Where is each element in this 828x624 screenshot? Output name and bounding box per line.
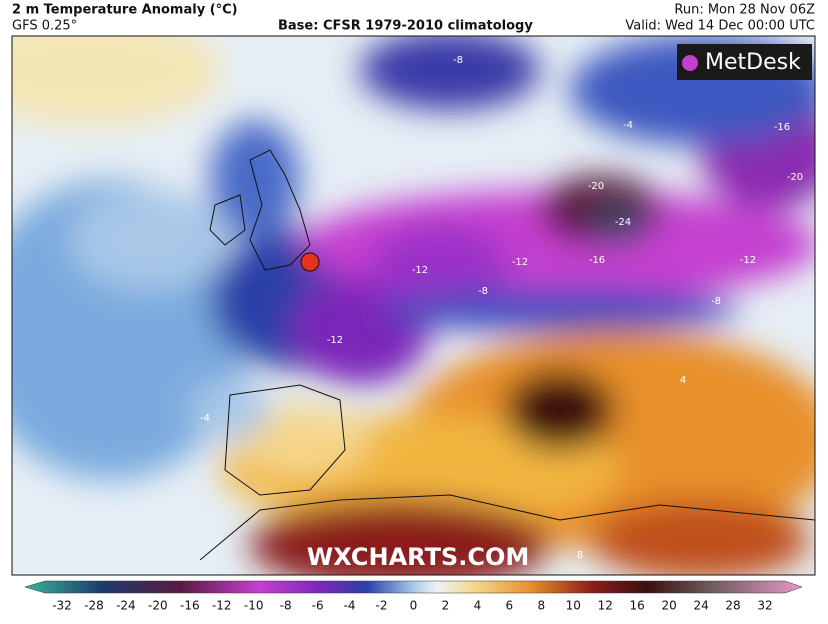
colorbar-label: -4 xyxy=(344,599,356,613)
contour-label: -16 xyxy=(589,255,605,266)
base: Base: CFSR 1979-2010 climatology xyxy=(278,19,533,34)
contour-label: -20 xyxy=(588,181,604,192)
map-frame xyxy=(11,35,816,576)
colorbar-label: 6 xyxy=(506,599,514,613)
colorbar-label: 12 xyxy=(598,599,613,613)
colorbar-label: 16 xyxy=(630,599,645,613)
contour-label: -8 xyxy=(478,286,488,297)
colorbar-label: 4 xyxy=(474,599,482,613)
run: Run: Mon 28 Nov 06Z xyxy=(674,3,815,18)
location-marker xyxy=(300,252,320,272)
logo-box xyxy=(677,44,812,80)
model: GFS 0.25° xyxy=(12,19,77,34)
colorbar-label: -28 xyxy=(84,599,104,613)
contour-label: -12 xyxy=(412,265,428,276)
colorbar-label: 24 xyxy=(693,599,708,613)
colorbar xyxy=(24,580,803,594)
colorbar-label: 20 xyxy=(661,599,676,613)
colorbar-label: 10 xyxy=(566,599,581,613)
contour-label: 4 xyxy=(680,375,686,386)
map: MetDesk WXCHARTS.COM -8 -4 -16 -20 -20 -24 -12… xyxy=(12,36,815,575)
contour-label: -8 xyxy=(453,55,463,66)
colorbar-label: -32 xyxy=(52,599,72,613)
colorbar-label: -6 xyxy=(312,599,324,613)
valid: Valid: Wed 14 Dec 00:00 UTC xyxy=(625,19,815,34)
colorbar-label: -16 xyxy=(180,599,200,613)
colorbar-label: -20 xyxy=(148,599,168,613)
contour-label: -16 xyxy=(774,122,790,133)
contour-label: -20 xyxy=(787,172,803,183)
contour-label: -8 xyxy=(711,296,721,307)
colorbar-label: -2 xyxy=(376,599,388,613)
colorbar-label: -8 xyxy=(280,599,292,613)
colorbar-label: 2 xyxy=(442,599,450,613)
colorbar-label: 32 xyxy=(757,599,772,613)
logo-icon xyxy=(682,55,698,71)
contour-label: -12 xyxy=(740,255,756,266)
contour-label: -24 xyxy=(615,217,631,228)
contour-label: -4 xyxy=(200,413,210,424)
colorbar-label: 28 xyxy=(725,599,740,613)
colorbar-ticks: -32 -28 -24 -20 -16 -12 -10 -8 -6 -4 -2 0 2 4 6 8 10 12 16… xyxy=(52,599,772,613)
colorbar-label: 0 xyxy=(410,599,418,613)
contour-label: -12 xyxy=(512,257,528,268)
watermark: WXCHARTS.COM xyxy=(307,543,529,571)
colorbar-label: -10 xyxy=(244,599,264,613)
contour-label: -12 xyxy=(327,335,343,346)
contour-labels: -8 -4 -16 -20 -20 -24 -12 -16 -12 -8 -12 -8 -12 -4 8 4 xyxy=(200,55,803,561)
title: 2 m Temperature Anomaly (°C) xyxy=(12,3,238,18)
colorbar-label: -12 xyxy=(212,599,232,613)
colorbar-label: -24 xyxy=(116,599,136,613)
contour-label: -4 xyxy=(623,120,633,131)
contour-label: 8 xyxy=(577,550,583,561)
logo: MetDesk xyxy=(705,50,801,75)
colorbar-label: 8 xyxy=(537,599,545,613)
